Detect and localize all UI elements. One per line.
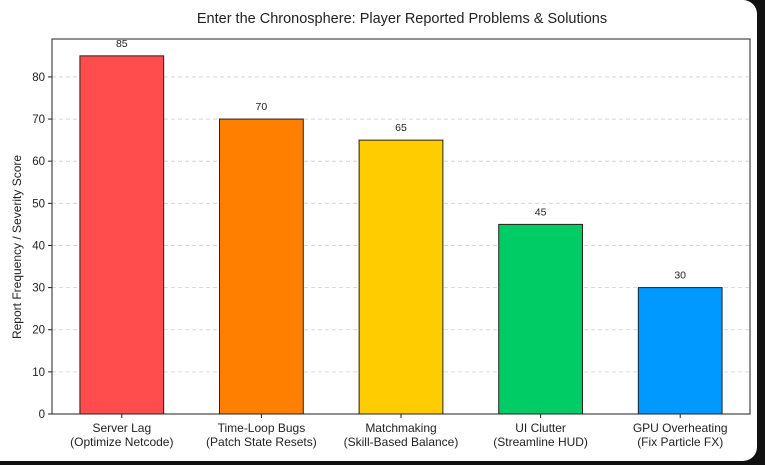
y-tick-label-10: 10 <box>32 367 45 379</box>
bar-0 <box>79 55 165 415</box>
y-tick-label-80: 80 <box>32 72 45 84</box>
data-label-1: 70 <box>256 101 268 113</box>
y-tick-label-20: 20 <box>32 325 45 337</box>
x-tick-label-1-line-1: (Patch State Resets) <box>206 435 317 449</box>
y-axis-label: Report Frequency / Severity Score <box>10 155 24 339</box>
y-tick-label-50: 50 <box>32 198 45 210</box>
x-tick-label-1-line-0: Time-Loop Bugs <box>218 421 306 435</box>
x-tick-label-4-line-0: GPU Overheating <box>633 421 728 435</box>
bar-2 <box>358 139 444 415</box>
x-tick-label-0-line-1: (Optimize Netcode) <box>70 435 173 449</box>
x-axis-ticks: Server Lag(Optimize Netcode) Time-Loop Bu… <box>70 414 728 449</box>
x-tick-label-3-line-0: UI Clutter <box>515 421 566 435</box>
chart-title: Enter the Chronosphere: Player Reported … <box>197 11 607 27</box>
x-tick-label-2-line-1: (Skill-Based Balance) <box>344 435 459 449</box>
y-tick-label-60: 60 <box>32 156 45 168</box>
data-label-3: 45 <box>535 206 547 218</box>
bar-3 <box>498 223 583 415</box>
plot-area-border <box>51 38 751 415</box>
bar-4 <box>637 287 723 415</box>
y-tick-label-30: 30 <box>32 283 45 295</box>
y-tick-label-70: 70 <box>32 114 45 126</box>
grid-lines <box>52 76 750 373</box>
x-tick-label-4-line-1: (Fix Particle FX) <box>637 435 723 449</box>
x-tick-label-3-line-1: (Streamline HUD) <box>493 435 588 449</box>
x-tick-label-2-line-0: Matchmaking <box>365 421 436 435</box>
y-axis-ticks: 0 10 20 30 40 50 60 70 80 <box>32 72 52 421</box>
y-tick-label-0: 0 <box>39 409 45 421</box>
data-label-4: 30 <box>674 270 686 282</box>
data-label-2: 65 <box>395 122 407 134</box>
y-tick-label-40: 40 <box>32 240 45 252</box>
x-tick-label-0-line-0: Server Lag <box>92 421 151 435</box>
bar-1 <box>219 118 304 415</box>
data-label-0: 85 <box>116 38 128 50</box>
data-labels: 85 70 65 45 30 <box>116 38 686 282</box>
bars <box>79 55 723 415</box>
